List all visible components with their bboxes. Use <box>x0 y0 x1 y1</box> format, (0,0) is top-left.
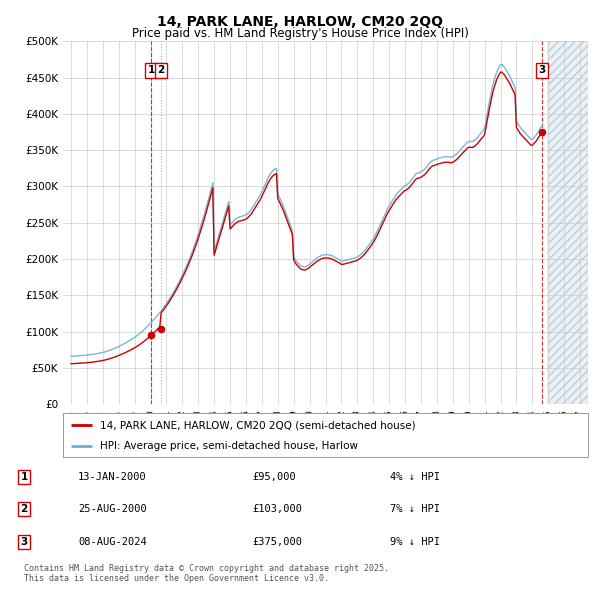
Text: 25-AUG-2000: 25-AUG-2000 <box>78 504 147 514</box>
Text: 08-AUG-2024: 08-AUG-2024 <box>78 537 147 546</box>
Text: 3: 3 <box>538 65 545 76</box>
Text: 3: 3 <box>20 537 28 546</box>
Text: £95,000: £95,000 <box>252 472 296 481</box>
Text: 1: 1 <box>20 472 28 481</box>
Text: 14, PARK LANE, HARLOW, CM20 2QQ: 14, PARK LANE, HARLOW, CM20 2QQ <box>157 15 443 29</box>
Point <box>537 127 547 137</box>
Text: 14, PARK LANE, HARLOW, CM20 2QQ (semi-detached house): 14, PARK LANE, HARLOW, CM20 2QQ (semi-de… <box>100 421 415 430</box>
Text: Contains HM Land Registry data © Crown copyright and database right 2025.
This d: Contains HM Land Registry data © Crown c… <box>24 563 389 583</box>
Text: 4% ↓ HPI: 4% ↓ HPI <box>390 472 440 481</box>
Text: 9% ↓ HPI: 9% ↓ HPI <box>390 537 440 546</box>
Text: Price paid vs. HM Land Registry's House Price Index (HPI): Price paid vs. HM Land Registry's House … <box>131 27 469 40</box>
Point <box>146 330 156 340</box>
Text: £103,000: £103,000 <box>252 504 302 514</box>
Text: HPI: Average price, semi-detached house, Harlow: HPI: Average price, semi-detached house,… <box>100 441 358 451</box>
Text: 7% ↓ HPI: 7% ↓ HPI <box>390 504 440 514</box>
Text: 13-JAN-2000: 13-JAN-2000 <box>78 472 147 481</box>
Text: 2: 2 <box>157 65 164 76</box>
Text: £375,000: £375,000 <box>252 537 302 546</box>
Bar <box>548 41 588 404</box>
Point <box>156 324 166 334</box>
Text: 2: 2 <box>20 504 28 514</box>
Text: 1: 1 <box>148 65 155 76</box>
Bar <box>548 41 588 404</box>
